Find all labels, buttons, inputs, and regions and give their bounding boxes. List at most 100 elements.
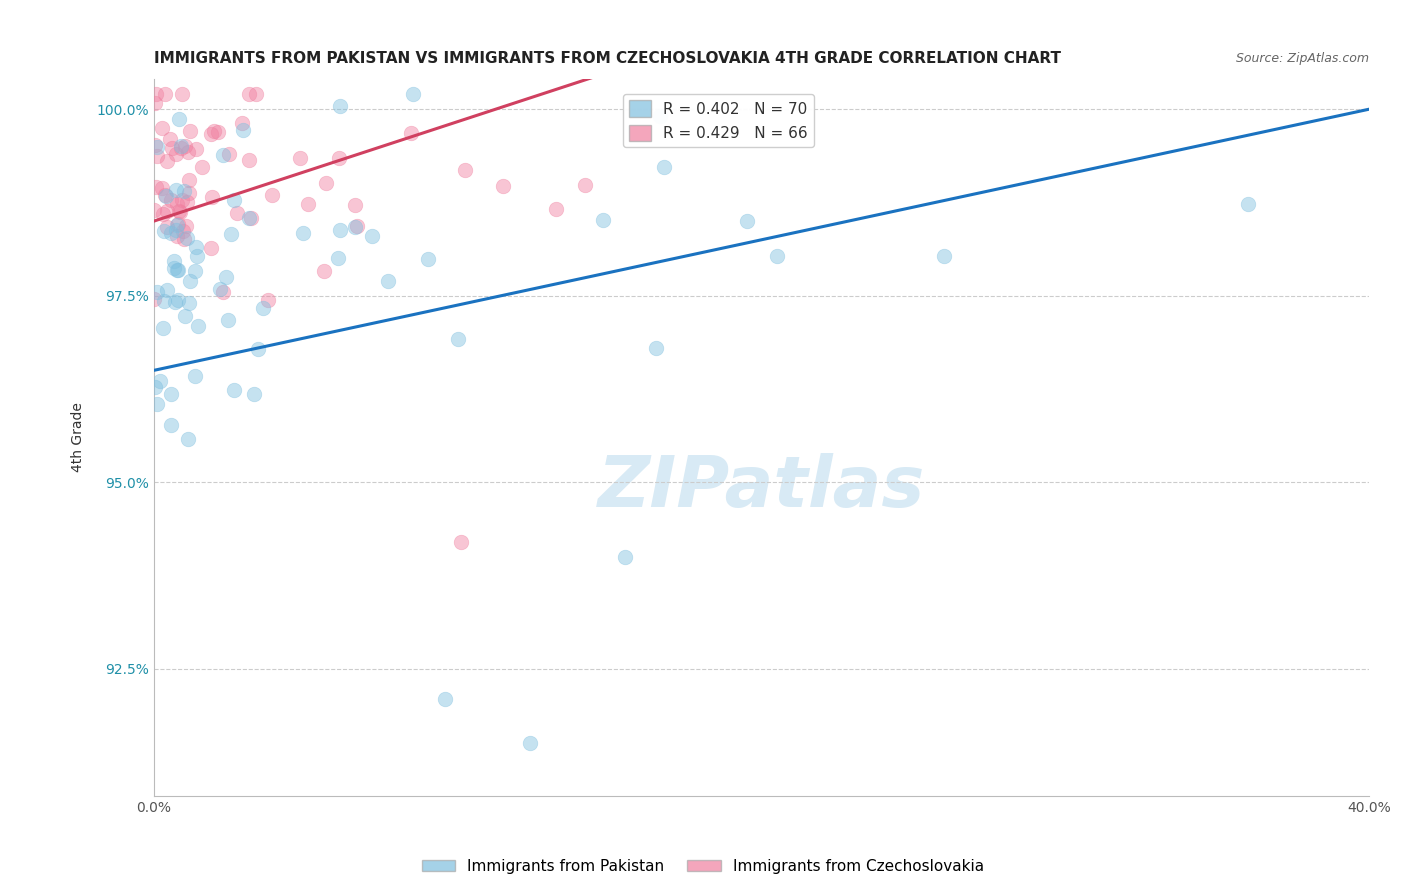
Point bbox=[343, 220, 366, 235]
Point bbox=[177, 145, 200, 160]
Point bbox=[202, 124, 225, 138]
Point bbox=[152, 320, 174, 334]
Point bbox=[184, 264, 207, 278]
Point bbox=[399, 126, 422, 140]
Point bbox=[160, 227, 183, 241]
Point bbox=[654, 160, 676, 174]
Point bbox=[297, 196, 319, 211]
Point bbox=[176, 231, 198, 245]
Point bbox=[735, 214, 758, 228]
Point bbox=[149, 374, 172, 388]
Point bbox=[179, 124, 201, 138]
Point bbox=[166, 293, 188, 308]
Point bbox=[447, 332, 470, 346]
Point bbox=[173, 309, 195, 323]
Point bbox=[177, 433, 200, 447]
Point bbox=[174, 219, 197, 234]
Point bbox=[245, 87, 267, 102]
Point bbox=[170, 139, 193, 153]
Point bbox=[257, 293, 280, 308]
Point bbox=[173, 232, 195, 246]
Point bbox=[260, 188, 283, 202]
Point bbox=[226, 206, 249, 220]
Text: ZIPatlas: ZIPatlas bbox=[598, 453, 925, 522]
Point bbox=[252, 301, 274, 315]
Point bbox=[172, 87, 194, 102]
Point bbox=[211, 285, 233, 299]
Point bbox=[360, 229, 382, 244]
Text: IMMIGRANTS FROM PAKISTAN VS IMMIGRANTS FROM CZECHOSLOVAKIA 4TH GRADE CORRELATION: IMMIGRANTS FROM PAKISTAN VS IMMIGRANTS F… bbox=[153, 51, 1062, 66]
Point bbox=[160, 194, 183, 208]
Point bbox=[143, 292, 166, 306]
Point bbox=[239, 211, 262, 225]
Point bbox=[574, 178, 596, 193]
Point bbox=[328, 98, 350, 112]
Point bbox=[328, 252, 350, 266]
Point bbox=[343, 198, 366, 212]
Point bbox=[172, 224, 194, 238]
Point bbox=[145, 149, 167, 163]
Point bbox=[454, 163, 477, 178]
Point bbox=[215, 270, 238, 285]
Point bbox=[315, 177, 337, 191]
Y-axis label: 4th Grade: 4th Grade bbox=[72, 402, 86, 473]
Point bbox=[232, 122, 254, 136]
Point bbox=[173, 184, 195, 198]
Point bbox=[176, 195, 198, 210]
Point bbox=[179, 296, 201, 310]
Point bbox=[219, 227, 242, 242]
Point bbox=[166, 219, 188, 233]
Point bbox=[644, 341, 666, 355]
Point bbox=[165, 183, 187, 197]
Point bbox=[172, 193, 194, 207]
Point bbox=[166, 197, 188, 211]
Point bbox=[165, 223, 187, 237]
Point bbox=[152, 180, 174, 194]
Point bbox=[450, 535, 472, 549]
Point bbox=[167, 204, 190, 219]
Legend: R = 0.402   N = 70, R = 0.429   N = 66: R = 0.402 N = 70, R = 0.429 N = 66 bbox=[623, 95, 814, 147]
Point bbox=[145, 87, 167, 102]
Point bbox=[238, 211, 260, 225]
Point bbox=[416, 252, 439, 267]
Point bbox=[145, 180, 167, 194]
Point bbox=[159, 418, 181, 433]
Point bbox=[187, 319, 209, 334]
Point bbox=[217, 312, 239, 326]
Point bbox=[402, 87, 425, 102]
Point bbox=[169, 205, 191, 219]
Point bbox=[648, 109, 671, 123]
Point bbox=[155, 187, 177, 202]
Point bbox=[243, 387, 266, 401]
Point bbox=[167, 263, 190, 277]
Point bbox=[434, 691, 457, 706]
Legend: Immigrants from Pakistan, Immigrants from Czechoslovakia: Immigrants from Pakistan, Immigrants fro… bbox=[415, 853, 991, 880]
Point bbox=[150, 120, 173, 135]
Point bbox=[152, 224, 174, 238]
Point bbox=[166, 229, 188, 244]
Point bbox=[377, 274, 399, 288]
Point bbox=[156, 153, 179, 168]
Point bbox=[209, 282, 232, 296]
Point bbox=[200, 127, 222, 141]
Point bbox=[291, 226, 314, 240]
Point bbox=[146, 285, 169, 300]
Point bbox=[614, 549, 637, 564]
Point bbox=[143, 138, 166, 153]
Point bbox=[143, 202, 166, 217]
Point bbox=[200, 240, 222, 254]
Point bbox=[163, 254, 186, 268]
Point bbox=[159, 387, 181, 401]
Point bbox=[146, 397, 169, 411]
Point bbox=[186, 240, 208, 254]
Point bbox=[765, 249, 787, 263]
Point bbox=[155, 204, 177, 219]
Point bbox=[329, 223, 352, 237]
Point bbox=[346, 219, 368, 233]
Point bbox=[156, 220, 179, 235]
Point bbox=[207, 125, 229, 139]
Point bbox=[153, 87, 176, 102]
Point bbox=[146, 140, 169, 154]
Point bbox=[288, 152, 311, 166]
Point bbox=[312, 264, 335, 278]
